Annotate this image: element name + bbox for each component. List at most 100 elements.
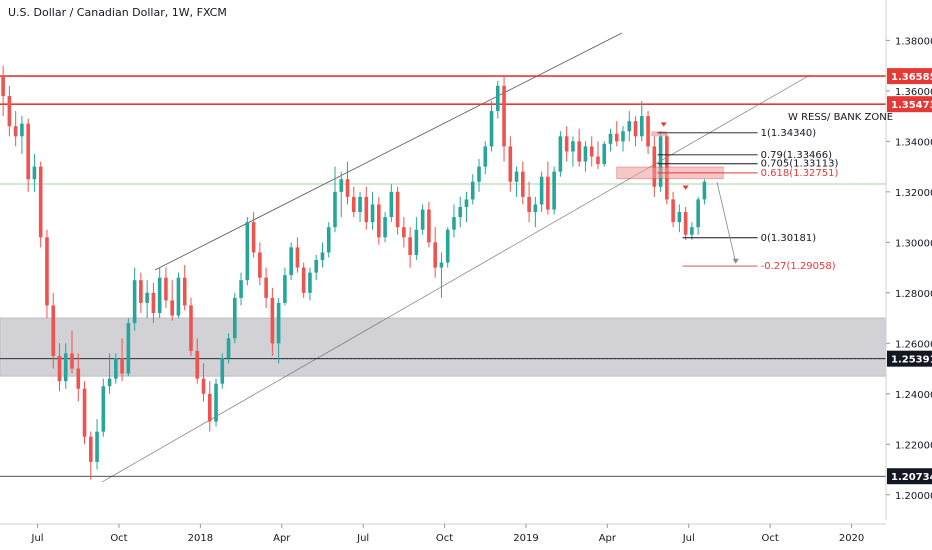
fib-label-5: -0.27(1.29058) — [761, 261, 836, 272]
candle-body-21 — [132, 280, 137, 324]
red-marker-2 — [682, 185, 689, 190]
candle-body-112 — [702, 181, 707, 200]
fib-label-1: 0.79(1.33466) — [761, 150, 833, 161]
candle-body-15 — [95, 431, 99, 462]
fib-label-2: 0.705(1.33113) — [761, 159, 839, 170]
candle-body-25 — [157, 277, 162, 314]
price-badge-label-2: 1.25391 — [891, 355, 932, 366]
candle-body-14 — [88, 436, 93, 462]
candle-body-39 — [245, 222, 250, 281]
candle-body-63 — [395, 191, 400, 228]
candle-body-70 — [439, 262, 444, 268]
candle-body-10 — [63, 353, 68, 382]
price-badge-3 — [887, 468, 932, 485]
candle-body-71 — [445, 229, 450, 263]
candle-body-108 — [677, 212, 682, 223]
candle-body-5 — [32, 166, 37, 180]
candle-body-8 — [51, 305, 56, 356]
candle-body-77 — [483, 146, 488, 167]
y-tick-label-7: 1.34000 — [895, 137, 932, 148]
projection-arrow — [716, 181, 737, 263]
candle-body-7 — [45, 237, 49, 306]
candle-body-47 — [295, 247, 300, 268]
candle-body-82 — [514, 171, 519, 182]
candle-body-94 — [589, 146, 594, 157]
candle-body-40 — [251, 222, 256, 253]
candle-body-42 — [264, 277, 268, 298]
candle-body-12 — [76, 368, 81, 389]
price-badge-0 — [887, 68, 932, 85]
price-badge-label-0: 1.36585 — [891, 72, 932, 83]
x-tick-label-4: Jul — [356, 533, 369, 544]
candle-body-43 — [270, 297, 275, 344]
candle-body-83 — [521, 171, 525, 197]
candle-body-69 — [433, 242, 437, 268]
x-tick-label-10: 2020 — [839, 533, 864, 544]
candle-body-35 — [220, 358, 225, 384]
candle-body-38 — [239, 280, 243, 298]
candle-body-92 — [577, 141, 581, 162]
candle-body-87 — [546, 176, 550, 210]
candle-body-17 — [107, 378, 112, 387]
candle-body-55 — [345, 179, 350, 197]
candle-body-93 — [583, 146, 588, 162]
x-tick-label-8: Jul — [682, 533, 695, 544]
candle-body-37 — [233, 297, 237, 339]
fib-label-4: 0(1.30181) — [761, 233, 817, 244]
candle-body-79 — [495, 85, 500, 112]
fib-top-rect — [651, 131, 667, 137]
candle-body-19 — [120, 358, 124, 374]
candle-body-74 — [464, 199, 469, 207]
price-badge-label-3: 1.20734 — [891, 472, 932, 483]
candle-body-11 — [70, 353, 74, 369]
x-tick-label-2: 2018 — [188, 533, 213, 544]
y-tick-label-0: 1.20000 — [895, 491, 932, 502]
candle-body-59 — [370, 204, 375, 223]
candle-body-85 — [533, 204, 538, 213]
candle-body-58 — [364, 196, 369, 223]
candle-body-30 — [189, 305, 193, 351]
candle-body-100 — [627, 121, 632, 132]
candle-body-75 — [470, 181, 475, 200]
x-tick-label-3: Apr — [273, 533, 291, 544]
candle-body-28 — [176, 277, 181, 316]
y-tick-label-2: 1.24000 — [895, 390, 932, 401]
candle-body-101 — [633, 121, 638, 137]
candle-body-68 — [427, 209, 431, 243]
x-tick-label-1: Oct — [110, 533, 127, 544]
candle-body-24 — [151, 292, 156, 314]
candle-body-34 — [214, 383, 218, 422]
candle-body-64 — [402, 227, 406, 238]
y-tick-label-3: 1.26000 — [895, 339, 932, 350]
candle-body-80 — [502, 85, 506, 147]
candle-body-78 — [489, 111, 494, 147]
candle-body-84 — [527, 196, 531, 213]
x-tick-label-7: Apr — [599, 533, 617, 544]
x-tick-label-6: 2019 — [513, 533, 538, 544]
candle-body-110 — [690, 227, 694, 235]
candle-body-9 — [57, 355, 62, 382]
candle-body-90 — [564, 136, 569, 152]
price-badge-1 — [887, 96, 932, 113]
candle-body-20 — [126, 323, 131, 374]
y-tick-label-8: 1.36000 — [895, 87, 932, 98]
candle-body-29 — [182, 277, 187, 306]
red-marker-1 — [660, 122, 667, 127]
candle-body-72 — [452, 217, 456, 230]
candle-body-51 — [320, 252, 325, 260]
y-tick-label-1: 1.22000 — [895, 440, 932, 451]
y-tick-label-5: 1.30000 — [895, 238, 932, 249]
y-tick-label-9: 1.38000 — [895, 36, 932, 47]
candle-body-48 — [301, 267, 306, 293]
candle-body-107 — [671, 199, 675, 223]
candle-body-1 — [7, 95, 12, 127]
y-tick-label-4: 1.28000 — [895, 289, 932, 300]
candle-body-27 — [170, 300, 174, 316]
candle-body-45 — [283, 275, 287, 303]
candle-body-57 — [358, 196, 362, 213]
channel-lower-line — [101, 74, 811, 483]
x-tick-label-0: Jul — [31, 533, 44, 544]
candle-body-52 — [326, 227, 331, 253]
candle-body-36 — [226, 338, 231, 359]
